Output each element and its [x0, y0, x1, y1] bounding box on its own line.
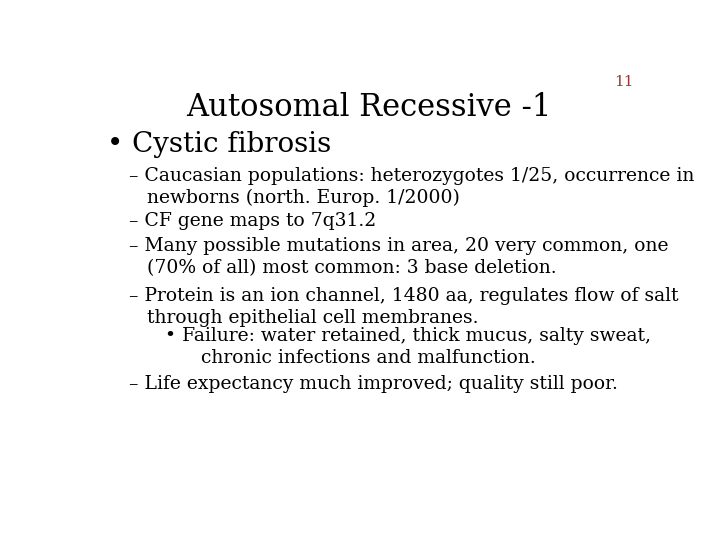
Text: – Caucasian populations: heterozygotes 1/25, occurrence in
   newborns (north. E: – Caucasian populations: heterozygotes 1… [129, 167, 694, 207]
Text: • Cystic fibrosis: • Cystic fibrosis [107, 131, 331, 158]
Text: Autosomal Recessive -1: Autosomal Recessive -1 [186, 92, 552, 123]
Text: – Many possible mutations in area, 20 very common, one
   (70% of all) most comm: – Many possible mutations in area, 20 ve… [129, 238, 669, 278]
Text: – CF gene maps to 7q31.2: – CF gene maps to 7q31.2 [129, 212, 377, 231]
Text: – Protein is an ion channel, 1480 aa, regulates flow of salt
   through epitheli: – Protein is an ion channel, 1480 aa, re… [129, 287, 678, 327]
Text: – Life expectancy much improved; quality still poor.: – Life expectancy much improved; quality… [129, 375, 618, 393]
Text: 11: 11 [615, 75, 634, 89]
Text: • Failure: water retained, thick mucus, salty sweat,
      chronic infections an: • Failure: water retained, thick mucus, … [166, 327, 652, 367]
